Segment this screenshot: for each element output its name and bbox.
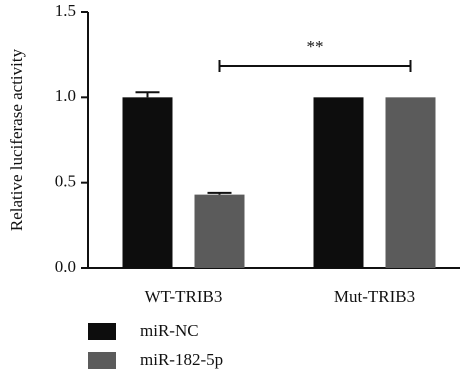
- y-tick-label: 1.5: [55, 1, 76, 20]
- bar: [313, 97, 364, 268]
- legend-swatch: [88, 352, 116, 369]
- bar: [385, 97, 436, 268]
- bar: [194, 194, 245, 268]
- y-tick-label: 0.0: [55, 257, 76, 276]
- bar: [122, 97, 173, 268]
- y-tick-label: 1.0: [55, 86, 76, 105]
- y-axis-label: Relative luciferase activity: [7, 48, 26, 231]
- legend-label: miR-182-5p: [140, 350, 223, 369]
- significance-label: **: [307, 37, 324, 56]
- legend-label: miR-NC: [140, 321, 199, 340]
- legend-swatch: [88, 323, 116, 340]
- x-tick-label: Mut-TRIB3: [334, 287, 415, 306]
- y-tick-label: 0.5: [55, 172, 76, 191]
- x-tick-label: WT-TRIB3: [145, 287, 223, 306]
